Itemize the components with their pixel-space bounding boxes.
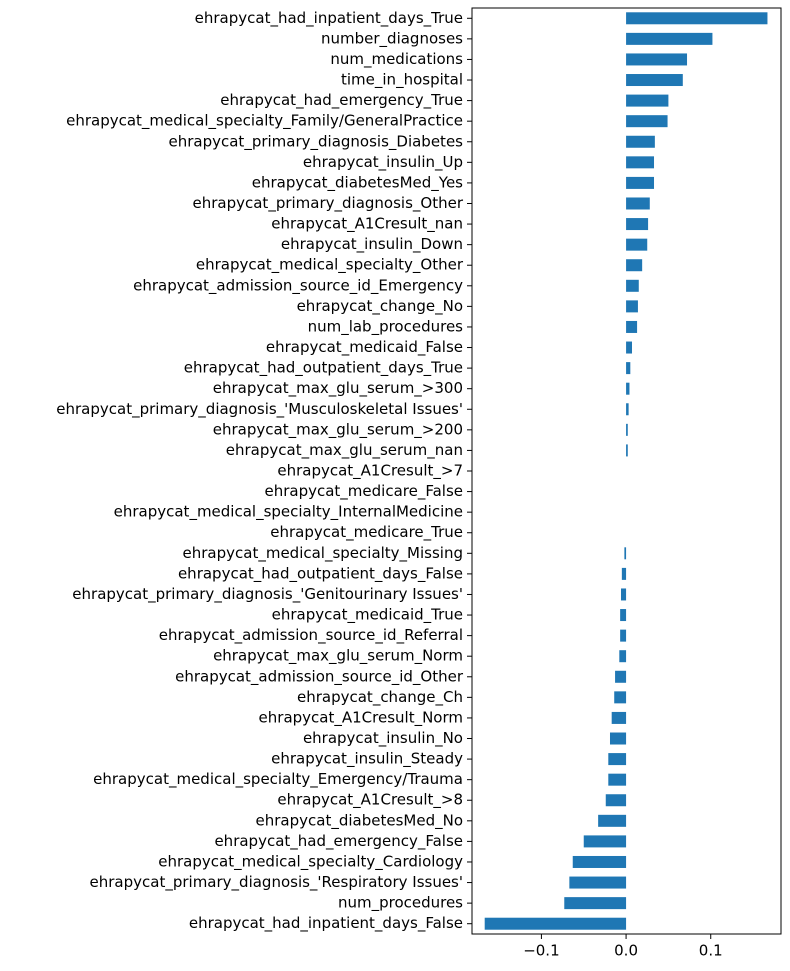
bar — [626, 279, 639, 292]
y-tick-label: ehrapycat_medical_specialty_Family/Gener… — [66, 112, 463, 131]
bar — [614, 691, 627, 704]
y-tick-label: ehrapycat_max_glu_serum_nan — [226, 441, 463, 460]
bar — [626, 135, 655, 148]
bar — [620, 609, 627, 622]
bar — [626, 32, 713, 45]
bar — [626, 423, 628, 436]
y-tick-label: ehrapycat_medical_specialty_Missing — [183, 544, 463, 563]
bar — [626, 12, 768, 25]
y-tick-label: ehrapycat_had_inpatient_days_True — [195, 9, 463, 28]
y-tick-label: ehrapycat_medical_specialty_InternalMedi… — [114, 503, 463, 522]
y-tick-label: ehrapycat_medicaid_True — [272, 606, 463, 625]
y-tick-label: ehrapycat_medical_specialty_Cardiology — [158, 852, 463, 871]
y-tick-label: ehrapycat_A1Cresult_nan — [271, 215, 463, 234]
y-tick-label: ehrapycat_change_Ch — [297, 688, 463, 707]
y-tick-label: ehrapycat_max_glu_serum_>200 — [213, 420, 463, 439]
y-tick-label: ehrapycat_medicaid_False — [266, 338, 463, 357]
bar — [626, 403, 629, 416]
bar — [626, 341, 633, 354]
y-tick-label: number_diagnoses — [321, 29, 463, 48]
y-tick-label: ehrapycat_admission_source_id_Emergency — [133, 276, 463, 295]
y-tick-label: ehrapycat_had_inpatient_days_False — [189, 914, 463, 933]
bar — [626, 53, 688, 66]
x-tick-label: 0.1 — [699, 942, 723, 960]
y-tick-label: ehrapycat_had_emergency_False — [214, 832, 463, 851]
y-tick-label: num_procedures — [338, 894, 463, 913]
y-tick-label: ehrapycat_insulin_Steady — [271, 750, 463, 769]
y-tick-label: ehrapycat_primary_diagnosis_'Respiratory… — [90, 873, 463, 892]
y-tick-label: ehrapycat_medicare_False — [264, 482, 463, 501]
y-tick-label: ehrapycat_diabetesMed_Yes — [252, 173, 463, 192]
y-tick-label: num_medications — [330, 50, 463, 69]
bar — [626, 444, 628, 457]
bar — [605, 794, 627, 807]
bar — [626, 382, 630, 395]
bar — [484, 917, 627, 930]
y-tick-label: ehrapycat_diabetesMed_No — [256, 811, 463, 830]
y-tick-label: ehrapycat_had_emergency_True — [220, 91, 463, 110]
bar — [626, 259, 643, 272]
bar — [626, 115, 668, 128]
y-tick-label: ehrapycat_medical_specialty_Emergency/Tr… — [93, 770, 463, 789]
y-tick-label: ehrapycat_had_outpatient_days_True — [184, 359, 463, 378]
bar — [626, 300, 638, 313]
y-tick-label: ehrapycat_primary_diagnosis_'Genitourina… — [72, 585, 463, 604]
bar — [620, 629, 627, 642]
bar — [626, 156, 655, 169]
bar — [615, 670, 627, 683]
y-tick-label: ehrapycat_had_outpatient_days_False — [178, 564, 463, 583]
y-tick-label: ehrapycat_admission_source_id_Referral — [159, 626, 463, 645]
bar — [621, 567, 627, 580]
bar — [626, 320, 638, 333]
y-tick-label: ehrapycat_A1Cresult_>7 — [277, 462, 463, 481]
bar — [598, 814, 627, 827]
bar — [626, 218, 649, 231]
bar — [608, 773, 627, 786]
bar — [609, 732, 627, 745]
y-tick-label: ehrapycat_medicare_True — [270, 523, 463, 542]
y-tick-label: ehrapycat_insulin_Up — [303, 153, 463, 172]
bar — [624, 547, 627, 560]
bar — [626, 197, 650, 210]
bar — [626, 74, 683, 87]
y-tick-label: ehrapycat_insulin_Down — [281, 235, 463, 254]
x-tick-label: 0.0 — [614, 942, 638, 960]
bar — [572, 855, 627, 868]
y-tick-label: num_lab_procedures — [308, 317, 464, 336]
y-tick-label: ehrapycat_primary_diagnosis_'Musculoskel… — [56, 400, 463, 419]
bar — [626, 362, 631, 375]
y-tick-label: ehrapycat_admission_source_id_Other — [175, 667, 464, 686]
y-tick-label: ehrapycat_max_glu_serum_Norm — [213, 647, 463, 666]
bar — [626, 176, 655, 189]
y-tick-label: ehrapycat_medical_specialty_Other — [196, 256, 464, 275]
bar — [608, 753, 627, 766]
bar — [626, 238, 648, 251]
y-tick-label: time_in_hospital — [341, 71, 463, 90]
bar — [620, 588, 627, 601]
y-tick-label: ehrapycat_primary_diagnosis_Diabetes — [169, 132, 464, 151]
bar — [569, 876, 627, 889]
y-tick-label: ehrapycat_max_glu_serum_>300 — [213, 379, 463, 398]
y-tick-label: ehrapycat_A1Cresult_>8 — [277, 791, 463, 810]
y-tick-label: ehrapycat_change_No — [297, 297, 463, 316]
bar — [583, 835, 627, 848]
y-tick-label: ehrapycat_A1Cresult_Norm — [259, 708, 463, 727]
bar — [626, 94, 669, 107]
bar — [611, 711, 627, 724]
x-tick-label: −0.1 — [523, 942, 559, 960]
y-tick-label: ehrapycat_primary_diagnosis_Other — [193, 194, 464, 213]
y-tick-label: ehrapycat_insulin_No — [303, 729, 463, 748]
bar — [619, 650, 627, 663]
bar — [564, 897, 627, 910]
